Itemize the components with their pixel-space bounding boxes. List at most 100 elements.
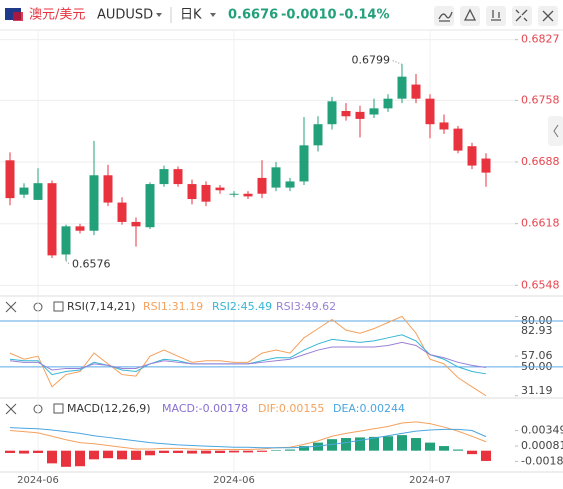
candle-body (439, 122, 449, 130)
icon[interactable] (5, 301, 17, 313)
macd-bar (285, 449, 295, 451)
macd-bar (145, 450, 155, 456)
y-tick-label: 31.19 (521, 384, 553, 397)
candle-body (411, 84, 421, 99)
indicator-title: MACD(12,26,9) (67, 402, 151, 415)
y-tick-label: 0.6758 (521, 93, 560, 106)
candle-body (159, 169, 169, 185)
macd-bar (313, 442, 323, 451)
icon (553, 124, 559, 138)
candle-body (201, 184, 211, 202)
macd-bar (215, 450, 225, 453)
icon[interactable] (53, 301, 64, 312)
scroll-button[interactable] (548, 116, 563, 146)
macd-bar (19, 450, 29, 454)
y-tick-label: 57.06 (521, 349, 553, 362)
candle-body (243, 193, 253, 197)
icon (515, 9, 528, 22)
candle-body (5, 160, 15, 199)
candle-body (33, 183, 43, 200)
macd-bar (75, 450, 85, 467)
y-tick-label: 0.6618 (521, 217, 560, 230)
pair-name[interactable]: 澳元/美元 (29, 7, 85, 23)
dropdown-arrow[interactable] (156, 13, 162, 17)
legend-entry: RSI2:45.49 (212, 300, 272, 313)
candle-body (89, 175, 99, 231)
macd-bar (369, 436, 379, 451)
x-tick-label: 2024-07 (409, 475, 451, 486)
symbol[interactable]: AUDUSD (97, 8, 153, 23)
macd-bar (61, 450, 71, 467)
annotation: 0.6576 (72, 258, 111, 271)
annotation: 0.6799 (352, 53, 391, 66)
x-tick-label: 2024-06 (213, 475, 255, 486)
candle-body (453, 128, 463, 151)
macd-bar (271, 450, 281, 451)
macd-bar (327, 439, 337, 451)
y-tick-label: 0.00081 (521, 439, 563, 452)
macd-bar (411, 438, 421, 451)
candle-body (355, 111, 365, 119)
macd-bar (341, 438, 351, 451)
macd-line (9, 427, 487, 449)
candle-body (187, 184, 197, 200)
macd-bar (299, 446, 309, 451)
price: 0.6676 (228, 8, 278, 23)
candle-body (229, 193, 239, 195)
candle-body (173, 169, 183, 185)
macd-bar (5, 450, 15, 453)
y-tick-label: 82.93 (521, 324, 553, 337)
indicator-icons (5, 301, 64, 415)
flag (13, 12, 23, 21)
legend-entry: DIF:0.00155 (258, 402, 324, 415)
legend-entry: DEA:0.00244 (333, 402, 405, 415)
icon (491, 10, 501, 21)
macd-bar (257, 450, 267, 452)
tool-button[interactable] (486, 6, 506, 26)
candle-body (47, 183, 57, 256)
header: 澳元/美元 AUDUSD 日K 0.6676 -0.0010 -0.14% (5, 6, 558, 26)
candle-body (397, 76, 407, 99)
icon[interactable] (53, 403, 64, 414)
change-pct: -0.14% (339, 8, 390, 23)
change: -0.0010 (281, 8, 337, 23)
period[interactable]: 日K (180, 8, 202, 23)
candle-body (271, 167, 281, 188)
y-tick-label: 0.6688 (521, 155, 560, 168)
y-tick-label: -0.00186 (521, 454, 563, 467)
macd-bar (173, 450, 183, 453)
macd-bar (89, 450, 99, 460)
annotation-leader (65, 260, 71, 266)
candle-body (467, 146, 477, 166)
candle-body (131, 221, 141, 227)
macd-bar (243, 450, 253, 453)
candle-body (117, 202, 127, 222)
icon (463, 8, 477, 21)
y-tick-label: 0.6548 (521, 278, 560, 291)
candle-body (481, 158, 491, 173)
dropdown-arrow[interactable] (210, 13, 216, 17)
rsi-line (9, 315, 487, 397)
rsi-line (9, 341, 487, 371)
legend-entry: RSI1:31.19 (143, 300, 203, 313)
candle-body (215, 187, 225, 191)
x-tick-label: 2024-06 (17, 475, 59, 486)
tool-button[interactable] (460, 6, 480, 26)
candle-body (425, 98, 435, 125)
macd-line (9, 421, 487, 451)
candle-body (327, 101, 337, 125)
macd-bar (47, 450, 57, 464)
macd-bar (425, 442, 435, 451)
indicator-title: RSI(7,14,21) (67, 300, 135, 313)
candle-body (19, 187, 29, 195)
candle-body (299, 145, 309, 182)
macd-bar (383, 436, 393, 451)
macd-bar (229, 450, 239, 453)
candle-body (383, 98, 393, 109)
icon[interactable] (5, 403, 17, 415)
tool-button[interactable] (512, 6, 532, 26)
macd-bar (439, 446, 449, 451)
candle-body (313, 124, 323, 146)
